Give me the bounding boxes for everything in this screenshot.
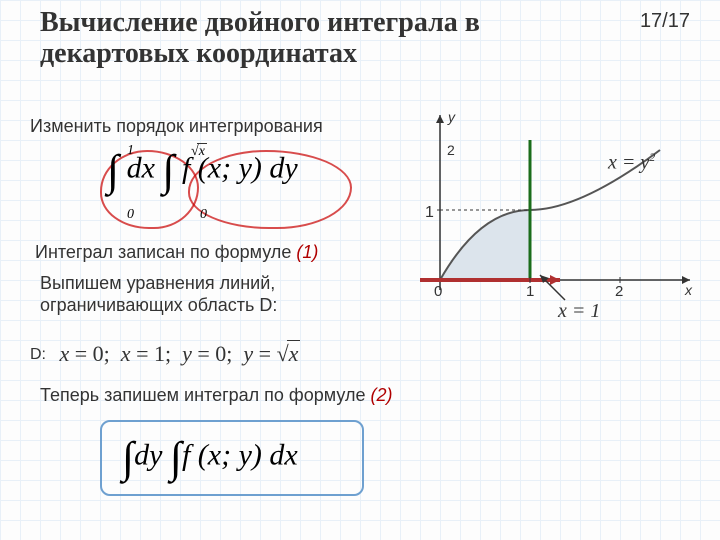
text-line-2: Интеграл записан по формуле (1) [35, 242, 318, 263]
xtick-0: 0 [434, 283, 442, 300]
title-line-2: декартовых координатах [40, 38, 357, 69]
text-line-3: Выпишем уравнения линий, ограничивающих … [40, 273, 277, 316]
title-line-1: Вычисление двойного интеграла в [40, 7, 480, 38]
label1-sup: 2 [649, 150, 655, 164]
inner-integral-sign: ∫ [162, 145, 174, 196]
inner-upper-limit: √x [191, 143, 207, 160]
x-axis-label: x [684, 282, 693, 298]
line4a: Теперь запишем интеграл по формуле [40, 385, 370, 405]
inner-lower-limit: 0 [200, 207, 207, 223]
xtick-1: 1 [526, 283, 534, 300]
ref-2: (2) [370, 385, 392, 405]
y-axis-label: y [447, 110, 456, 125]
label1-text: x = y [608, 152, 649, 174]
ref-1: (1) [296, 242, 318, 262]
outer-lower-limit: 0 [127, 207, 134, 223]
d-equations: D: x = 0; x = 1; y = 0; y = √x [30, 340, 300, 367]
text-line-4: Теперь запишем интеграл по формуле (2) [40, 385, 392, 406]
dx-2: dx [269, 438, 297, 471]
ytick-1: 1 [425, 204, 434, 221]
integral-formula-2-box: ∫dy ∫f (x; y) dx [100, 420, 364, 496]
line3a: Выпишем уравнения линий, [40, 273, 275, 293]
outer-upper-limit: 1 [127, 143, 134, 159]
subtitle: Изменить порядок интегрирования [30, 116, 323, 137]
parabola-label: x = y2 [608, 150, 655, 175]
line2-text: Интеграл записан по формуле [35, 242, 296, 262]
region-fill [440, 210, 530, 280]
integral-formula-1: 1 ∫ 0 dx √x ∫ 0 f (x; y) dy [95, 145, 350, 230]
xtick-2: 2 [615, 283, 623, 300]
line3b: ограничивающих область D: [40, 295, 277, 315]
inner-integral-sign-2: ∫ [170, 432, 182, 483]
outer-integral-sign-2: ∫ [122, 432, 134, 483]
formula-1-text: 1 ∫ 0 dx √x ∫ 0 f (x; y) dy [107, 145, 298, 196]
ytick-2: 2 [447, 142, 455, 158]
d-label: D: [30, 346, 46, 363]
formula-2-text: ∫dy ∫f (x; y) dx [122, 432, 298, 483]
dy-1: dy [269, 151, 297, 184]
dy-2: dy [134, 438, 162, 471]
label-arrow [535, 270, 595, 310]
page-title: Вычисление двойного интеграла в декартов… [40, 8, 480, 70]
func-2: f (x; y) [182, 438, 262, 471]
page-number: 17/17 [640, 10, 690, 33]
outer-integral-sign: ∫ [107, 145, 119, 196]
